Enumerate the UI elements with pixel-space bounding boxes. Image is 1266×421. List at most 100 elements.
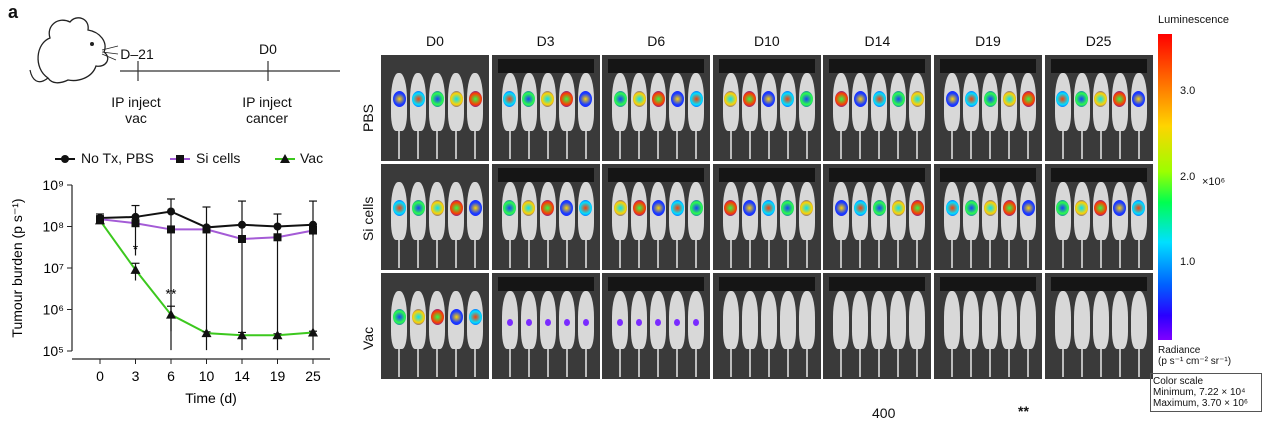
luminescence-signal bbox=[579, 200, 593, 216]
luminescence-signal bbox=[468, 200, 482, 216]
mouse-tail bbox=[951, 131, 953, 159]
mouse-tail bbox=[455, 131, 457, 159]
mouse-tail bbox=[970, 240, 972, 268]
mouse-tail bbox=[619, 131, 622, 159]
mouse-tail bbox=[729, 240, 732, 268]
luminescence-signal bbox=[891, 200, 905, 216]
luminescence-signal bbox=[945, 91, 959, 107]
imaging-holder-bar bbox=[608, 168, 705, 182]
luminescence-signal bbox=[468, 309, 482, 325]
mouse-tail bbox=[676, 349, 679, 377]
mouse-tail bbox=[527, 349, 530, 377]
luminescence-signal bbox=[724, 200, 738, 216]
y-tick-label: 10⁵ bbox=[43, 343, 64, 359]
luminescence-signal bbox=[910, 200, 924, 216]
imaging-column-label: D25 bbox=[1085, 33, 1112, 49]
imaging-holder-bar bbox=[608, 59, 705, 73]
timeline-event-cancer: IP inject cancer bbox=[222, 94, 312, 126]
mouse-tail bbox=[695, 131, 698, 159]
luminescence-signal bbox=[655, 319, 662, 326]
mouse-tail bbox=[748, 349, 751, 377]
mouse-tail bbox=[878, 349, 881, 377]
mouse-tail bbox=[916, 240, 919, 268]
luminescence-signal bbox=[724, 91, 738, 107]
mouse-silhouette bbox=[1073, 291, 1090, 349]
luminescence-signal bbox=[910, 91, 924, 107]
mouse-tail bbox=[989, 131, 991, 159]
luminescence-signal bbox=[1113, 200, 1127, 216]
mouse-tail bbox=[1137, 131, 1140, 159]
luminescence-signal bbox=[834, 200, 848, 216]
color-scale-minimum: Minimum, 7.22 × 10⁴ bbox=[1153, 387, 1246, 398]
luminescence-signal bbox=[983, 200, 997, 216]
mouse-tail bbox=[805, 131, 808, 159]
mouse-silhouette bbox=[1111, 291, 1128, 349]
chart-legend bbox=[55, 154, 295, 163]
imaging-column-label: D0 bbox=[426, 33, 444, 49]
mouse-tail bbox=[1080, 349, 1083, 377]
imaging-tile bbox=[381, 164, 489, 270]
mouse-tail bbox=[436, 349, 438, 377]
mouse-silhouette bbox=[779, 291, 796, 349]
luminescence-signal bbox=[411, 91, 425, 107]
colorbar bbox=[1158, 34, 1172, 340]
imaging-holder-bar bbox=[940, 168, 1036, 182]
colorbar-exponent: ×10⁶ bbox=[1202, 176, 1226, 188]
x-tick-label: 10 bbox=[199, 368, 215, 384]
mouse-tail bbox=[840, 240, 843, 268]
mouse-tail bbox=[989, 349, 991, 377]
luminescence-signal bbox=[392, 200, 406, 216]
luminescence-signal bbox=[392, 309, 406, 325]
luminescence-signal bbox=[781, 91, 795, 107]
significance-annotation: * bbox=[133, 241, 139, 257]
mouse-tail bbox=[970, 131, 972, 159]
luminescence-signal bbox=[945, 200, 959, 216]
mouse-tail bbox=[584, 349, 587, 377]
mouse-tail bbox=[1008, 240, 1010, 268]
luminescence-signal bbox=[525, 319, 532, 326]
luminescence-signal bbox=[636, 319, 643, 326]
luminescence-signal bbox=[674, 319, 681, 326]
legend-marker-vac bbox=[280, 154, 290, 163]
mouse-silhouette bbox=[1130, 291, 1147, 349]
luminescence-signal bbox=[743, 200, 757, 216]
mouse-tail bbox=[840, 349, 843, 377]
luminescence-signal bbox=[582, 319, 589, 326]
luminescence-signal bbox=[651, 200, 665, 216]
imaging-tile bbox=[602, 55, 711, 161]
data-point bbox=[95, 215, 105, 225]
mouse-tail bbox=[584, 131, 587, 159]
luminescence-signal bbox=[651, 91, 665, 107]
mouse-tail bbox=[859, 131, 862, 159]
legend-marker-si-cells bbox=[176, 155, 184, 163]
next-panel-significance: ** bbox=[1018, 403, 1029, 419]
mouse-tail bbox=[508, 131, 511, 159]
luminescence-signal bbox=[632, 200, 646, 216]
luminescence-signal bbox=[693, 319, 700, 326]
luminescence-signal bbox=[1002, 91, 1016, 107]
imaging-tile bbox=[381, 55, 489, 161]
imaging-column-label: D6 bbox=[647, 33, 666, 49]
luminescence-signal bbox=[853, 91, 867, 107]
imaging-row-label: Si cells bbox=[360, 196, 376, 241]
mouse-tail bbox=[748, 240, 751, 268]
timeline-event-line: IP inject bbox=[242, 94, 292, 110]
data-point bbox=[273, 222, 282, 231]
timeline-event-line: IP inject bbox=[111, 94, 161, 110]
mouse-tail bbox=[546, 131, 549, 159]
mouse-tail bbox=[1099, 131, 1102, 159]
luminescence-signal bbox=[449, 309, 463, 325]
mouse-tail bbox=[638, 131, 641, 159]
luminescence-signal bbox=[781, 200, 795, 216]
luminescence-signal bbox=[743, 91, 757, 107]
luminescence-signal bbox=[503, 91, 517, 107]
data-point bbox=[166, 309, 176, 319]
mouse-tail bbox=[1008, 349, 1010, 377]
imaging-tile bbox=[712, 55, 821, 161]
luminescence-signal bbox=[1075, 91, 1089, 107]
mouse-tail bbox=[767, 349, 770, 377]
mouse-tail bbox=[1099, 349, 1102, 377]
mouse-tail bbox=[565, 131, 568, 159]
mouse-tail bbox=[546, 240, 549, 268]
colorbar-title: Luminescence bbox=[1158, 14, 1229, 26]
